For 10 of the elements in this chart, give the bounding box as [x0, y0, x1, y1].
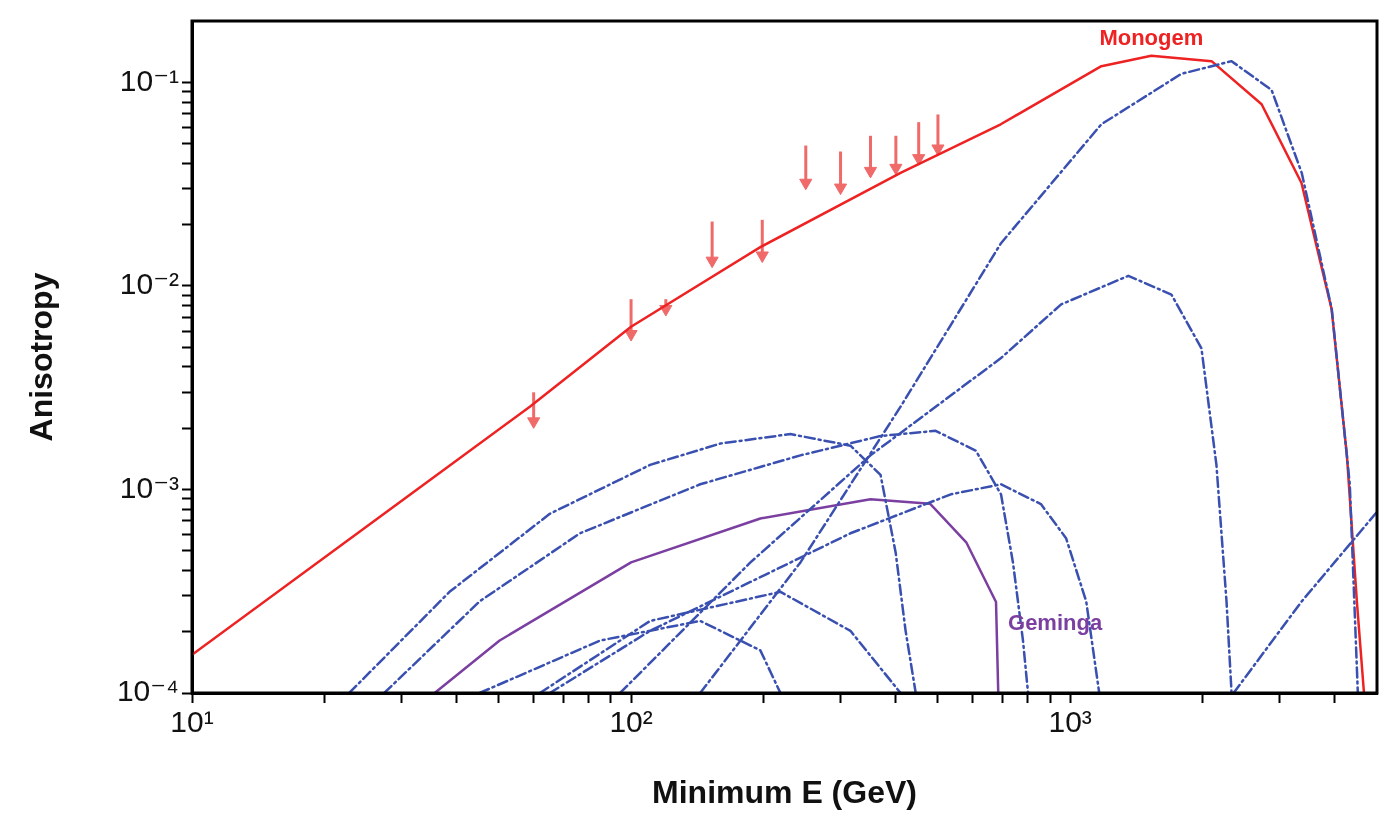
y-tick-label: 10⁻² — [119, 267, 179, 301]
x-tick-label: 10¹ — [170, 705, 214, 739]
x-tick-label: 10³ — [1048, 705, 1092, 739]
series-label: Monogem — [1099, 24, 1204, 50]
y-tick-label: 10⁻¹ — [119, 63, 179, 97]
y-tick-label: 10⁻³ — [119, 470, 179, 504]
y-tick-label: 10⁻⁴ — [116, 674, 179, 708]
x-tick-label: 10² — [609, 705, 653, 739]
x-axis-title: Minimum E (GeV) — [652, 773, 917, 810]
y-axis-title: Anisotropy — [23, 272, 60, 442]
